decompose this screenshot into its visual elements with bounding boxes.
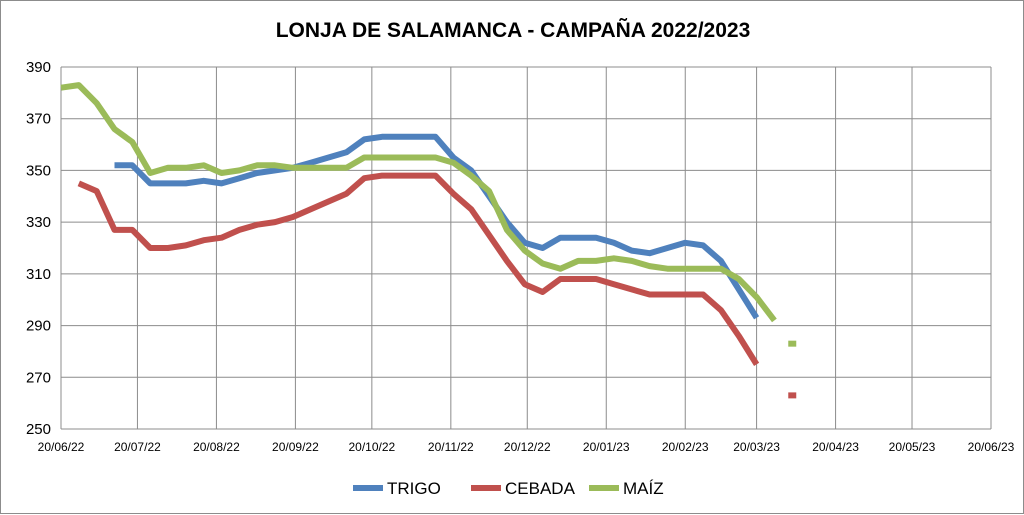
legend-label-maiz: MAÍZ bbox=[623, 479, 664, 498]
y-tick-label: 390 bbox=[26, 59, 51, 76]
x-tick-label: 20/09/22 bbox=[272, 440, 319, 454]
x-tick-label: 20/06/23 bbox=[968, 440, 1015, 454]
x-tick-label: 20/03/23 bbox=[733, 440, 780, 454]
y-tick-label: 250 bbox=[26, 421, 51, 438]
x-tick-label: 20/02/23 bbox=[662, 440, 709, 454]
series-line-cebada bbox=[77, 172, 760, 366]
y-tick-label: 290 bbox=[26, 318, 51, 335]
x-tick-label: 20/08/22 bbox=[193, 440, 240, 454]
x-tick-label: 20/04/23 bbox=[812, 440, 859, 454]
legend: TRIGO CEBADA MAÍZ bbox=[353, 479, 664, 498]
x-tick-label: 20/06/22 bbox=[38, 440, 85, 454]
x-tick-label: 20/07/22 bbox=[114, 440, 161, 454]
x-tick-label: 20/05/23 bbox=[889, 440, 936, 454]
legend-label-cebada: CEBADA bbox=[505, 479, 576, 498]
legend-label-trigo: TRIGO bbox=[387, 479, 441, 498]
x-tick-label: 20/10/22 bbox=[348, 440, 395, 454]
x-tick-label: 20/12/22 bbox=[504, 440, 551, 454]
series-line-maiz bbox=[60, 82, 777, 323]
y-tick-label: 310 bbox=[26, 266, 51, 283]
x-tick-label: 20/01/23 bbox=[583, 440, 630, 454]
y-tick-label: 350 bbox=[26, 162, 51, 179]
axes: 250 270 290 310 330 350 370 390 20/06/22 20/07/22… bbox=[26, 59, 1015, 454]
y-tick-label: 330 bbox=[26, 214, 51, 231]
x-tick-label: 20/11/22 bbox=[428, 440, 474, 454]
y-tick-label: 370 bbox=[26, 111, 51, 128]
chart-title: LONJA DE SALAMANCA - CAMPAÑA 2022/2023 bbox=[276, 19, 751, 42]
y-tick-label: 270 bbox=[26, 369, 51, 386]
series-lines bbox=[60, 82, 797, 399]
series-line-trigo bbox=[114, 133, 760, 320]
